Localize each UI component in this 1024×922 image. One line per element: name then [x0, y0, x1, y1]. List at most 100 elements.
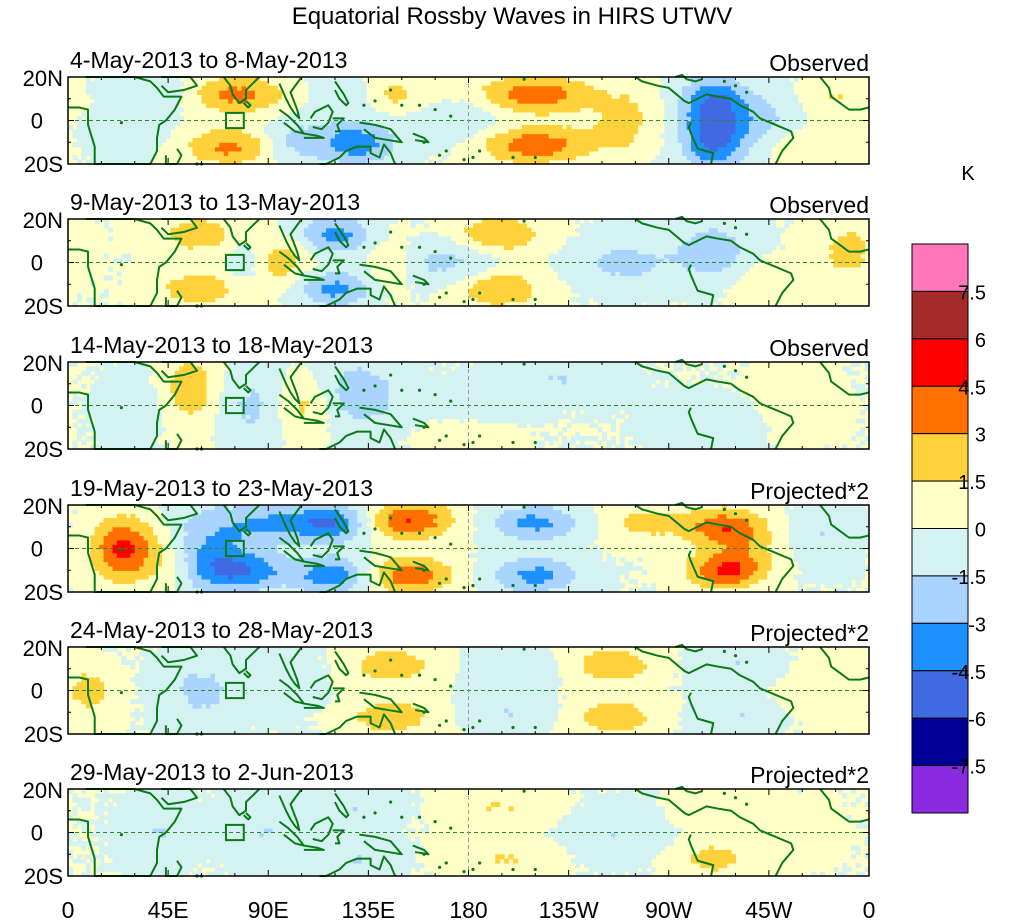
field-cell — [94, 90, 100, 95]
field-cell — [424, 275, 430, 281]
field-cell — [130, 409, 136, 415]
field-cell — [597, 271, 603, 277]
field-cell — [330, 236, 336, 242]
field-cell — [219, 232, 225, 237]
field-cell — [259, 422, 265, 428]
field-cell — [775, 111, 781, 117]
field-cell — [593, 98, 599, 104]
field-cell — [116, 405, 122, 411]
field-cell — [650, 284, 656, 290]
field-cell — [691, 271, 697, 277]
field-cell — [677, 150, 683, 156]
field-cell — [682, 271, 688, 277]
field-cell — [410, 133, 416, 139]
field-cell — [335, 249, 341, 255]
field-cell — [771, 236, 777, 242]
field-cell — [188, 375, 194, 380]
field-cell — [504, 236, 510, 242]
field-cell — [508, 133, 514, 139]
field-cell — [259, 427, 265, 433]
field-cell — [731, 155, 737, 161]
field-cell — [468, 258, 474, 264]
field-cell — [584, 301, 590, 307]
field-cell — [584, 292, 590, 298]
coastline — [243, 242, 252, 251]
field-cell — [713, 150, 719, 156]
field-cell — [197, 375, 203, 380]
field-cell — [539, 159, 545, 165]
field-cell — [744, 103, 750, 109]
field-cell — [682, 81, 688, 87]
field-cell — [223, 435, 229, 441]
field-cell — [121, 401, 127, 407]
field-cell — [708, 236, 714, 242]
field-cell — [762, 240, 768, 246]
field-cell — [157, 94, 163, 100]
field-cell — [602, 271, 608, 277]
field-cell — [682, 129, 688, 135]
field-cell — [762, 133, 768, 139]
field-cell — [277, 120, 283, 126]
field-cell — [539, 85, 545, 91]
field-cell — [481, 284, 487, 290]
field-cell — [232, 142, 238, 148]
field-cell — [188, 379, 194, 385]
field-cell — [103, 103, 109, 109]
field-cell — [326, 111, 332, 117]
field-cell — [708, 120, 714, 126]
field-cell — [410, 279, 416, 285]
field-cell — [535, 103, 541, 109]
field-cell — [339, 284, 345, 290]
field-cell — [526, 236, 532, 242]
field-cell — [81, 155, 87, 161]
field-cell — [343, 271, 349, 277]
field-cell — [219, 155, 225, 161]
field-cell — [179, 292, 185, 298]
field-cell — [481, 124, 487, 130]
field-cell — [263, 98, 269, 104]
field-cell — [348, 253, 354, 259]
field-cell — [201, 223, 207, 229]
field-cell — [566, 107, 572, 113]
field-cell — [771, 107, 777, 113]
field-cell — [312, 146, 318, 152]
field-cell — [424, 111, 430, 117]
field-cell — [766, 249, 772, 255]
field-cell — [379, 137, 385, 143]
field-cell — [619, 107, 625, 113]
field-cell — [744, 236, 750, 242]
field-cell — [197, 232, 203, 237]
field-cell — [708, 219, 714, 224]
field-cell — [624, 279, 630, 285]
field-cell — [655, 245, 661, 251]
field-cell — [179, 375, 185, 380]
field-cell — [619, 253, 625, 259]
field-cell — [401, 159, 407, 165]
field-cell — [851, 262, 857, 268]
field-cell — [535, 146, 541, 152]
field-cell — [85, 435, 91, 441]
field-cell — [183, 366, 189, 372]
field-cell — [739, 249, 745, 255]
field-cell — [731, 271, 737, 277]
field-cell — [544, 129, 550, 135]
field-cell — [134, 116, 140, 122]
coastline — [334, 80, 350, 107]
field-cell — [161, 444, 167, 450]
field-cell — [379, 236, 385, 242]
field-cell — [99, 440, 105, 446]
field-cell — [134, 418, 140, 424]
field-cell — [85, 146, 91, 152]
field-cell — [254, 392, 260, 398]
field-cell — [254, 405, 260, 411]
field-cell — [152, 103, 158, 109]
field-cell — [553, 103, 559, 109]
field-cell — [281, 227, 287, 233]
field-cell — [606, 142, 612, 148]
field-cell — [624, 288, 630, 294]
field-cell — [303, 301, 309, 307]
field-cell — [615, 301, 621, 307]
field-cell — [695, 297, 701, 303]
field-cell — [116, 279, 122, 285]
field-cell — [784, 124, 790, 130]
